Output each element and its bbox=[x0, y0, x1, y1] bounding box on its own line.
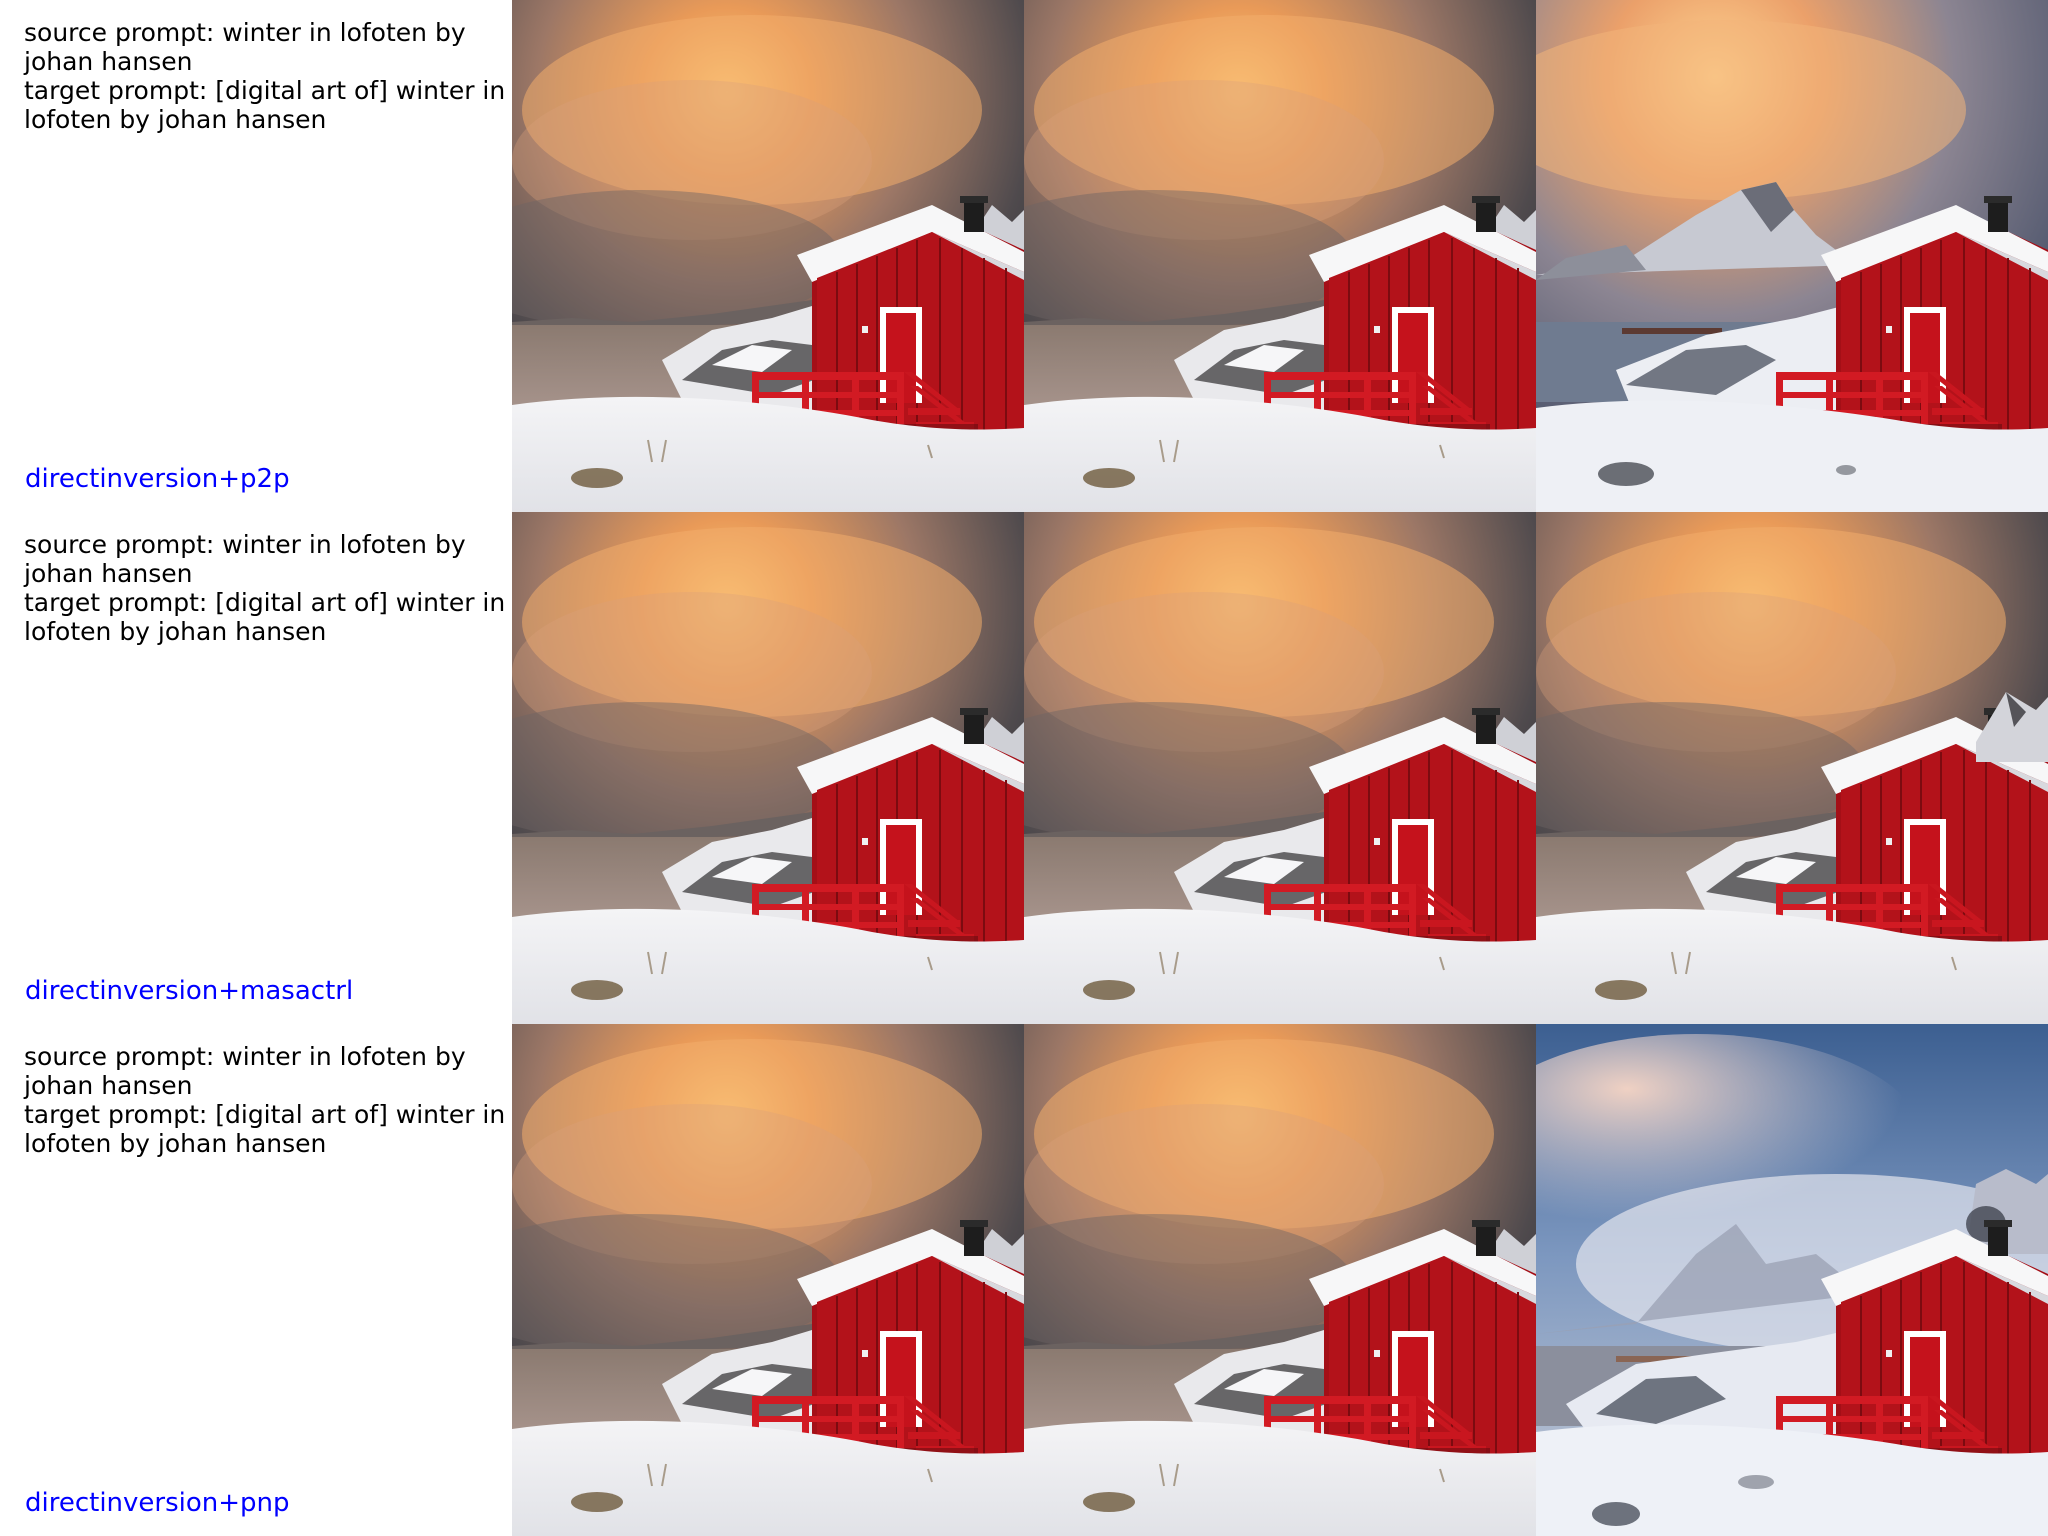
inversion-image bbox=[1024, 0, 1536, 512]
prompt-text: source prompt: winter in lofoten by joha… bbox=[24, 530, 514, 646]
source-prompt: source prompt: winter in lofoten by joha… bbox=[24, 18, 474, 76]
target-prompt: target prompt: [digital art of] winter i… bbox=[24, 76, 514, 134]
comparison-row-p2p: source prompt: winter in lofoten by joha… bbox=[0, 0, 2048, 512]
source-prompt: source prompt: winter in lofoten by joha… bbox=[24, 1042, 474, 1100]
inversion-image bbox=[1024, 1024, 1536, 1536]
label-cell: source prompt: winter in lofoten by joha… bbox=[0, 0, 512, 512]
method-label: directinversion+p2p bbox=[25, 464, 290, 494]
comparison-row-masactrl: source prompt: winter in lofoten by joha… bbox=[0, 512, 2048, 1024]
edited-image bbox=[1536, 0, 2048, 512]
target-prompt: target prompt: [digital art of] winter i… bbox=[24, 588, 514, 646]
prompt-text: source prompt: winter in lofoten by joha… bbox=[24, 18, 514, 134]
method-label: directinversion+masactrl bbox=[25, 976, 354, 1006]
inversion-image bbox=[1024, 512, 1536, 1024]
comparison-row-pnp: source prompt: winter in lofoten by joha… bbox=[0, 1024, 2048, 1536]
source-prompt: source prompt: winter in lofoten by joha… bbox=[24, 530, 474, 588]
source-image bbox=[512, 1024, 1024, 1536]
source-image bbox=[512, 512, 1024, 1024]
prompt-text: source prompt: winter in lofoten by joha… bbox=[24, 1042, 514, 1158]
target-prompt: target prompt: [digital art of] winter i… bbox=[24, 1100, 514, 1158]
label-cell: source prompt: winter in lofoten by joha… bbox=[0, 512, 512, 1024]
method-label: directinversion+pnp bbox=[25, 1488, 290, 1518]
edited-image bbox=[1536, 1024, 2048, 1536]
label-cell: source prompt: winter in lofoten by joha… bbox=[0, 1024, 512, 1536]
edited-image bbox=[1536, 512, 2048, 1024]
source-image bbox=[512, 0, 1024, 512]
